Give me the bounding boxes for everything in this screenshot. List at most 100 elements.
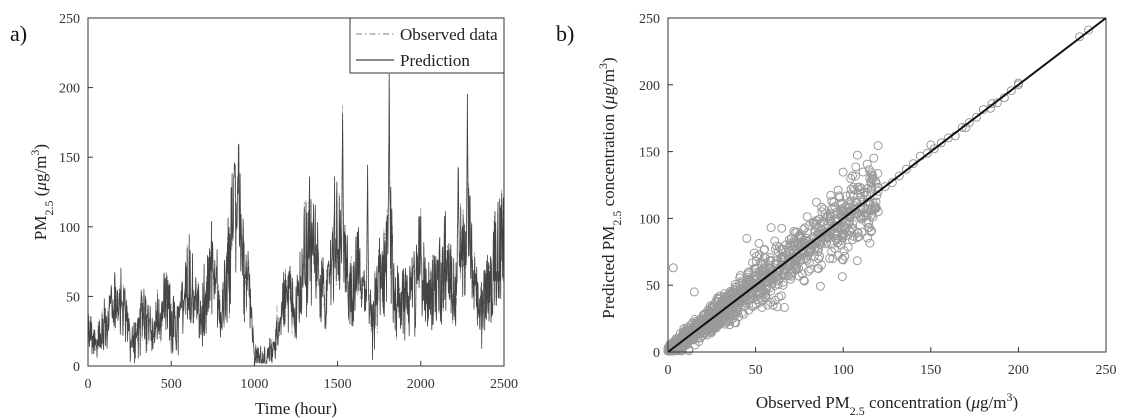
scatter-point	[838, 167, 848, 177]
panel-a-y-tick-label: 250	[59, 12, 80, 27]
scatter-point-outlier	[689, 287, 699, 297]
legend-label-prediction: Prediction	[400, 51, 470, 70]
scatter-point	[852, 256, 862, 266]
panel-b-x-tick-label: 150	[920, 363, 941, 378]
scatter-point	[791, 265, 801, 275]
scatter-point	[936, 138, 946, 148]
scatter-point	[868, 212, 878, 222]
scatter-point	[705, 301, 715, 311]
panel-b-y-tick-label: 0	[653, 346, 660, 361]
scatter-point	[815, 251, 824, 261]
scatter-point	[846, 196, 856, 206]
scatter-point	[873, 141, 883, 151]
scatter-point	[782, 265, 792, 275]
scatter-point	[817, 202, 827, 212]
legend-box	[349, 17, 505, 74]
scatter-point	[846, 173, 856, 183]
scatter-point	[818, 228, 828, 238]
scatter-point	[804, 221, 814, 231]
scatter-point	[831, 235, 841, 245]
scatter-point	[687, 328, 697, 338]
scatter-point-outlier	[1075, 32, 1085, 42]
panel-b-y-tick-label: 50	[646, 279, 660, 294]
scatter-point	[830, 229, 840, 239]
scatter-point	[756, 293, 766, 302]
scatter-point	[722, 314, 732, 324]
scatter-point	[857, 183, 867, 193]
scatter-point	[840, 202, 850, 212]
scatter-point	[738, 291, 748, 300]
scatter-point	[832, 230, 842, 240]
scatter-point	[852, 233, 862, 243]
scatter-point	[778, 280, 788, 290]
panel-b-label: b)	[556, 21, 574, 46]
scatter-point	[743, 275, 753, 285]
scatter-point	[758, 258, 768, 268]
panel-b-scatter: b) 0 50 100 150 200 250 0 50 100 150 200 250 Observ…	[556, 12, 1117, 418]
scatter-point	[766, 297, 776, 307]
scatter-point	[828, 254, 838, 263]
scatter-point	[901, 164, 911, 174]
panel-a-legend: Observed data Prediction	[349, 17, 505, 74]
scatter-point	[715, 291, 725, 301]
scatter-point	[1006, 86, 1016, 96]
scatter-point	[857, 227, 867, 237]
scatter-point	[833, 185, 843, 195]
panel-a-y-tick-label: 100	[59, 221, 80, 236]
scatter-point	[763, 300, 773, 310]
scatter-point	[866, 178, 876, 188]
panel-b-x-tick-label: 50	[749, 363, 763, 378]
panel-b-x-tick-label: 250	[1096, 363, 1117, 378]
scatter-point	[751, 268, 761, 277]
scatter-point	[867, 168, 877, 178]
scatter-point	[792, 227, 802, 237]
scatter-point	[714, 302, 724, 311]
panel-a-time-series: a) 0 500 1000 1500 2000 2500 0 50 100 150 200 250 T…	[10, 12, 518, 418]
scatter-point	[786, 271, 796, 281]
scatter-point	[751, 256, 761, 266]
scatter-point	[783, 271, 793, 281]
scatter-point	[864, 165, 874, 175]
scatter-point	[771, 244, 780, 254]
scatter-point	[894, 171, 904, 181]
scatter-point	[825, 209, 835, 219]
scatter-point	[761, 283, 771, 293]
scatter-point	[774, 292, 784, 302]
scatter-point	[705, 317, 715, 327]
scatter-point	[778, 277, 788, 287]
scatter-point	[664, 346, 674, 356]
scatter-point	[845, 226, 854, 236]
scatter-point-outlier	[926, 140, 936, 150]
panel-b-x-axis-label: Observed PM2.5 concentration (μg/m3)	[756, 390, 1018, 418]
scatter-point	[823, 211, 833, 221]
scatter-point	[803, 266, 813, 276]
scatter-point	[852, 150, 862, 160]
scatter-point	[720, 311, 730, 321]
scatter-point	[816, 218, 826, 228]
scatter-point	[702, 326, 712, 335]
scatter-point	[840, 251, 850, 261]
scatter-point	[805, 240, 815, 250]
scatter-point-outlier	[987, 99, 997, 108]
scatter-point	[777, 252, 787, 261]
panel-b-y-tick-label: 100	[639, 212, 660, 227]
panel-a-plot-frame	[87, 17, 505, 367]
scatter-point	[957, 122, 967, 132]
scatter-point-outlier	[742, 233, 752, 243]
panel-a-x-axis-label: Time (hour)	[255, 399, 337, 418]
panel-b-fit-line	[667, 17, 1107, 353]
scatter-point	[819, 204, 829, 214]
scatter-point	[766, 223, 776, 233]
panel-a-y-tick-label: 200	[59, 82, 80, 97]
series-prediction-line	[87, 74, 505, 364]
scatter-point	[765, 253, 775, 262]
scatter-point	[744, 305, 754, 315]
scatter-point-outlier	[873, 207, 883, 217]
scatter-point	[749, 272, 759, 282]
scatter-point	[693, 325, 703, 335]
scatter-point	[810, 243, 820, 253]
scatter-point	[848, 235, 857, 245]
scatter-point	[827, 247, 837, 257]
scatter-point	[851, 198, 861, 208]
